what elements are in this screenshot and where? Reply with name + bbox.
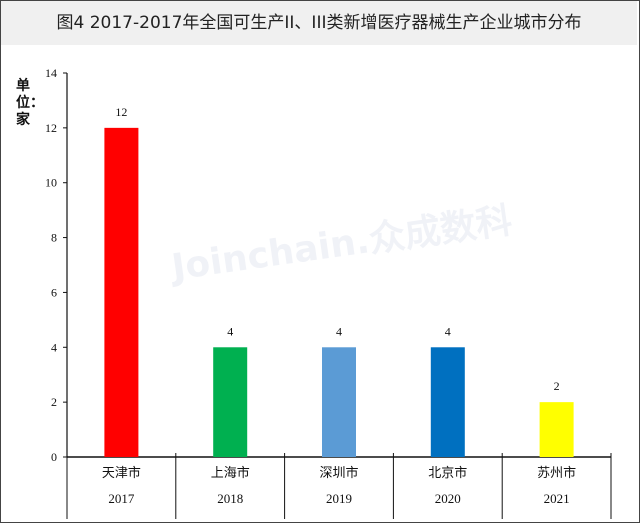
category-label: 北京市 (428, 465, 467, 481)
data-label: 2 (554, 379, 560, 393)
data-label: 4 (336, 324, 342, 338)
bar-2021 (539, 402, 574, 457)
category-label: 苏州市 (537, 465, 576, 481)
data-label: 4 (445, 324, 451, 338)
bar-2018 (213, 347, 248, 457)
category-label: 深圳市 (319, 465, 358, 481)
bar-2019 (322, 347, 356, 457)
y-tick-label: 0 (51, 450, 57, 464)
y-tick-label: 8 (51, 231, 57, 245)
year-label: 2020 (435, 491, 461, 506)
year-label: 2017 (108, 491, 135, 506)
bar-2017 (104, 127, 139, 457)
data-label: 12 (115, 105, 127, 119)
y-tick-label: 4 (51, 340, 57, 354)
data-label: 4 (227, 324, 233, 338)
y-axis-label: 单位：家 (16, 78, 44, 128)
year-label: 2019 (326, 491, 352, 506)
y-tick-label: 12 (45, 121, 57, 135)
y-tick-label: 2 (51, 395, 57, 409)
category-label: 天津市 (102, 465, 141, 481)
y-tick-label: 14 (45, 66, 57, 80)
category-label: 上海市 (211, 465, 250, 481)
year-label: 2021 (544, 491, 570, 506)
y-tick-label: 6 (51, 285, 57, 299)
bar-2020 (430, 347, 465, 457)
chart-title: 图4 2017-2017年全国可生产II、III类新增医疗器械生产企业城市分布 (1, 1, 637, 45)
year-label: 2018 (217, 491, 243, 506)
y-tick-label: 10 (45, 176, 57, 190)
